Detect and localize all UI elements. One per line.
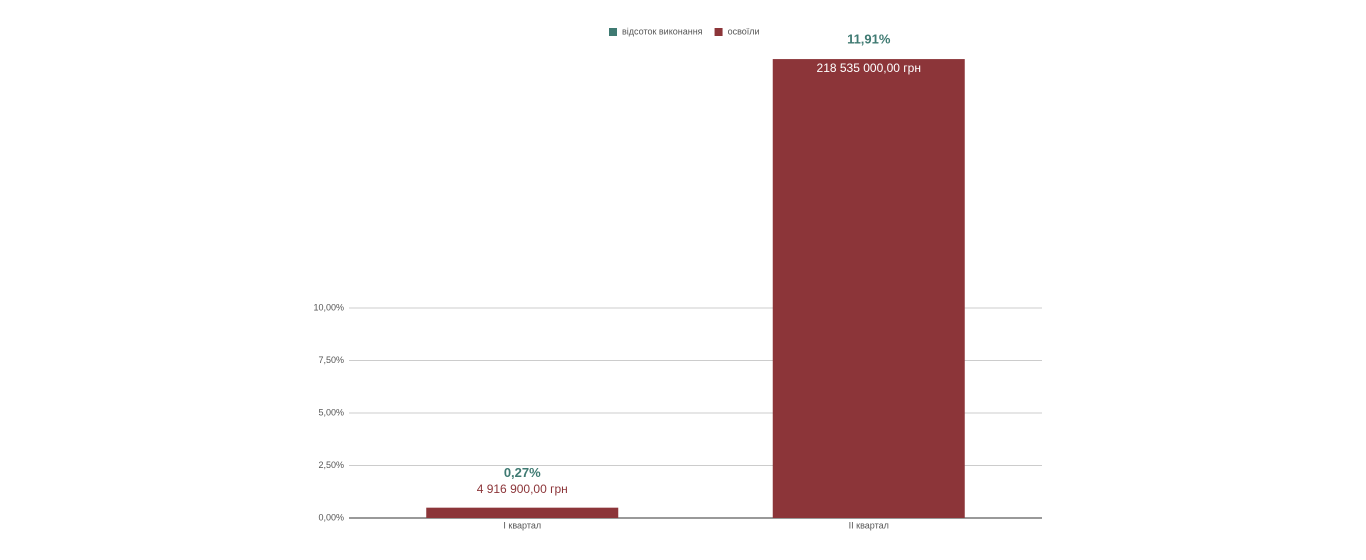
x-tick-label: II квартал <box>849 520 889 530</box>
y-tick-label: 5,00% <box>318 407 344 417</box>
bar <box>426 507 619 518</box>
y-tick-label: 0,00% <box>318 512 344 522</box>
percent-label: 11,91% <box>847 32 891 47</box>
legend-swatch <box>609 28 617 36</box>
value-label: 4 916 900,00 грн <box>477 482 568 496</box>
bar <box>772 59 965 518</box>
legend-swatch <box>714 28 723 36</box>
y-tick-label: 2,50% <box>318 460 344 470</box>
y-tick-label: 7,50% <box>318 355 344 365</box>
y-tick-label: 10,00% <box>313 302 344 312</box>
percent-label: 0,27% <box>504 465 541 480</box>
legend-label: відсоток виконання <box>622 26 703 36</box>
x-tick-label: I квартал <box>503 520 541 530</box>
legend-label: освоїли <box>728 26 760 36</box>
value-label: 218 535 000,00 грн <box>817 61 921 75</box>
